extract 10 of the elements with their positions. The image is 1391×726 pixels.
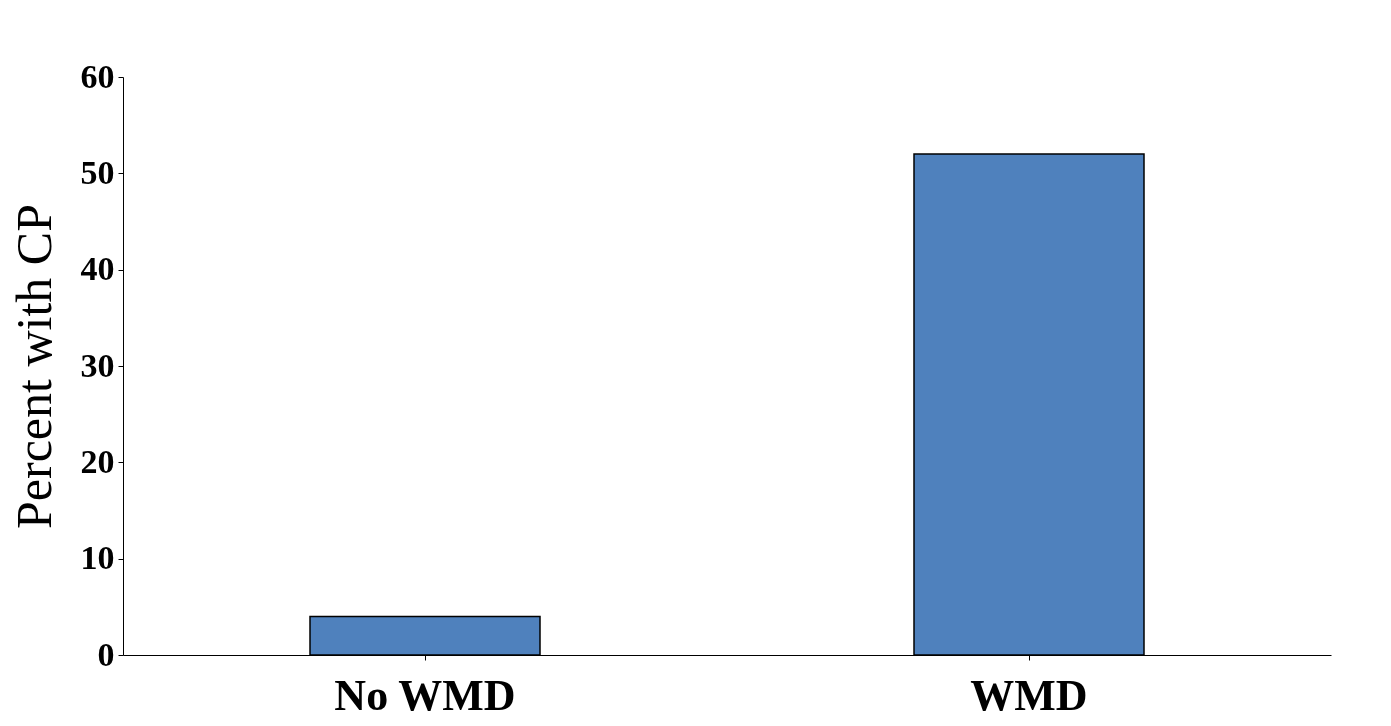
x-tick-label: WMD (970, 670, 1088, 720)
x-tick-label: No WMD (334, 670, 516, 720)
y-tick-label: 40 (80, 250, 115, 288)
y-tick-label: 0 (97, 635, 115, 673)
y-axis-title: Percent with CP (5, 204, 62, 529)
y-tick-label: 60 (80, 57, 115, 95)
y-tick-label: 30 (80, 346, 115, 384)
y-tick-label: 50 (80, 153, 115, 191)
y-tick-label: 10 (80, 539, 115, 577)
y-tick-label: 20 (80, 442, 115, 480)
